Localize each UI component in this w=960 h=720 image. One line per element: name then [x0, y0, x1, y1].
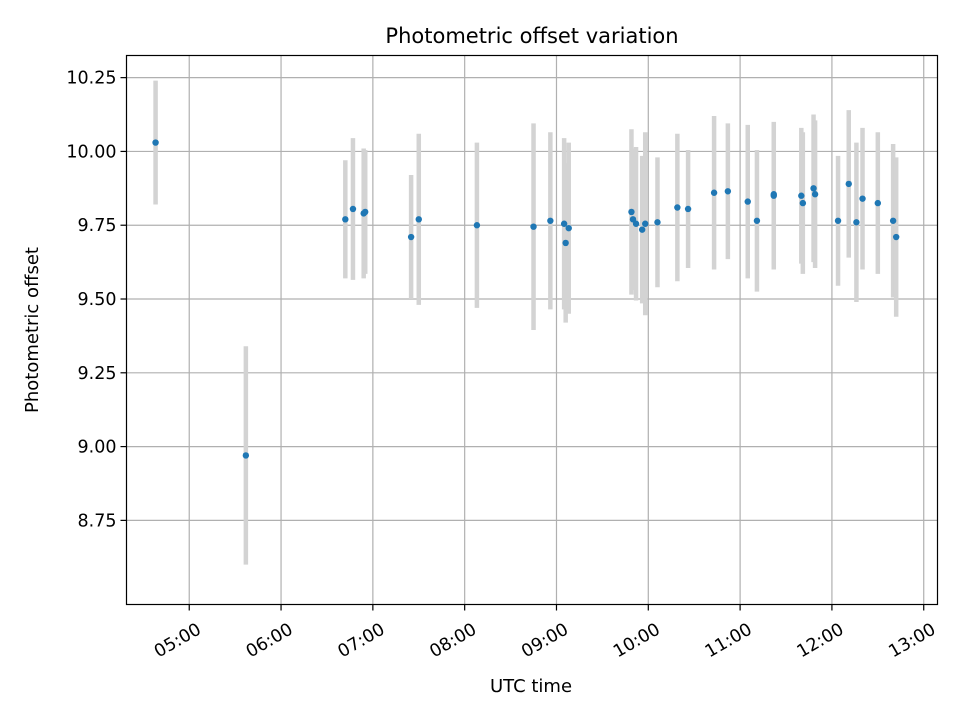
plot-area-frame: [125, 54, 939, 606]
data-point: [889, 217, 897, 224]
data-point: [770, 192, 777, 199]
data-point: [724, 188, 732, 195]
data-point: [638, 226, 646, 233]
data-point: [415, 216, 422, 223]
data-point: [811, 191, 819, 198]
data-point: [654, 219, 661, 226]
data-point: [810, 185, 817, 192]
data-point: [342, 216, 349, 223]
data-point: [407, 233, 415, 241]
data-point: [530, 223, 537, 230]
data-point: [710, 189, 718, 196]
data-point: [753, 217, 761, 224]
data-point: [632, 220, 640, 227]
data-point: [628, 208, 635, 216]
data-point: [674, 204, 681, 211]
data-point: [798, 192, 805, 199]
y-tick-label: 9.00: [78, 438, 117, 458]
y-tick-label: 9.50: [78, 290, 117, 310]
y-tick-label: 10.00: [66, 142, 116, 162]
data-point: [560, 220, 568, 227]
data-point: [845, 180, 852, 188]
data-point: [562, 239, 569, 247]
data-point: [565, 224, 572, 232]
y-tick-label: 10.25: [66, 69, 116, 89]
data-point: [473, 222, 481, 229]
data-point: [642, 220, 649, 227]
data-point: [853, 219, 860, 226]
data-point: [152, 139, 159, 146]
y-tick-label: 9.25: [78, 364, 117, 384]
y-axis-label: Photometric offset: [22, 247, 43, 413]
data-point: [874, 199, 882, 207]
data-point: [799, 199, 807, 207]
data-point: [859, 195, 866, 202]
data-point: [684, 205, 692, 213]
data-point: [547, 217, 554, 224]
data-point: [834, 217, 842, 224]
chart-title: Photometric offset variation: [385, 24, 678, 48]
data-point: [892, 233, 900, 241]
data-points: [152, 139, 900, 459]
y-tick-label: 8.75: [78, 511, 117, 531]
data-point: [744, 198, 751, 205]
data-point: [362, 208, 369, 216]
data-point: [242, 452, 250, 459]
y-tick-label: 9.75: [78, 216, 117, 236]
x-axis-label: UTC time: [490, 676, 572, 697]
data-point: [349, 205, 357, 213]
